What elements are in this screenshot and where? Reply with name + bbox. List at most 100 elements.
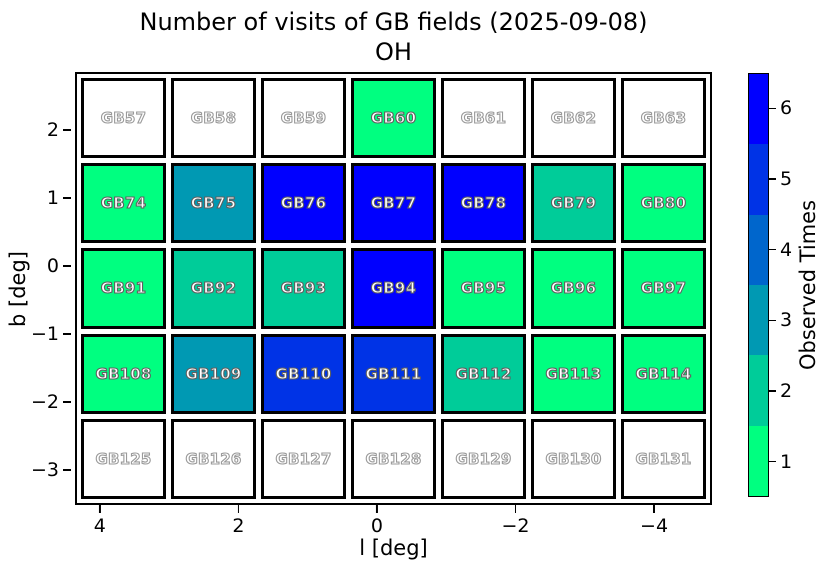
colorbar-tick: 6 — [769, 97, 792, 119]
field-label: GB77 — [370, 194, 417, 213]
tick-mark — [376, 505, 378, 513]
grid-cell-gb76: GB76 — [261, 163, 346, 244]
grid-cell-gb63: GB63 — [621, 78, 706, 159]
y-tick: −3 — [31, 459, 71, 481]
grid-cell-gb128: GB128 — [351, 418, 436, 499]
x-tick: 2 — [232, 505, 244, 537]
colorbar-tick: 2 — [769, 380, 792, 402]
field-label: GB125 — [95, 449, 152, 468]
tick-mark — [514, 505, 517, 513]
field-label: GB78 — [460, 194, 507, 213]
y-tick-label: 2 — [46, 119, 59, 142]
y-tick-label: −1 — [30, 322, 59, 345]
grid-cell-gb77: GB77 — [351, 163, 436, 244]
field-label: GB79 — [550, 194, 597, 213]
y-tick-label: −2 — [30, 390, 59, 413]
colorbar-tick: 5 — [769, 168, 792, 190]
grid-cell-gb79: GB79 — [531, 163, 616, 244]
field-label: GB75 — [190, 194, 237, 213]
grid-cell-gb113: GB113 — [531, 333, 616, 414]
x-tick: 0 — [371, 505, 383, 537]
y-tick-label: 1 — [46, 187, 59, 209]
field-label: GB58 — [190, 109, 237, 128]
colorbar-tick-label: 6 — [780, 97, 793, 120]
grid-cell-gb93: GB93 — [261, 248, 346, 329]
tick-mark — [63, 197, 71, 199]
field-label: GB80 — [640, 194, 687, 213]
field-label: GB112 — [455, 364, 512, 383]
field-label: GB62 — [550, 109, 597, 128]
x-tick: 4 — [94, 505, 106, 537]
grid-cell-gb125: GB125 — [81, 418, 166, 499]
y-axis-label: b [deg] — [6, 251, 30, 327]
field-label: GB126 — [185, 449, 242, 468]
grid-cell-gb75: GB75 — [171, 163, 256, 244]
field-label: GB76 — [280, 194, 327, 213]
tick-mark — [63, 265, 71, 267]
tick-mark — [769, 107, 776, 110]
y-tick-label: 0 — [46, 254, 59, 277]
colorbar-tick: 1 — [769, 451, 792, 473]
tick-mark — [769, 460, 776, 463]
grid-cell-gb110: GB110 — [261, 333, 346, 414]
tick-mark — [63, 333, 71, 335]
tick-mark — [769, 248, 776, 251]
field-label: GB93 — [280, 279, 327, 298]
x-tick-label: −2 — [501, 515, 530, 537]
grid-cell-gb114: GB114 — [621, 333, 706, 414]
tick-mark — [63, 401, 71, 403]
field-label: GB92 — [190, 279, 237, 298]
colorbar-segment-2 — [749, 355, 768, 426]
tick-mark — [63, 129, 71, 131]
colorbar-segment-4 — [749, 214, 768, 285]
grid-cell-gb109: GB109 — [171, 333, 256, 414]
tick-mark — [769, 178, 776, 180]
field-label: GB57 — [100, 109, 147, 128]
field-label: GB109 — [185, 364, 242, 383]
grid-cell-gb60: GB60 — [351, 78, 436, 159]
x-tick-label: 0 — [370, 515, 383, 537]
field-grid: GB57 GB58 GB59 GB60 GB61 GB62 GB63 GB74 GB75 GB76… — [77, 74, 710, 503]
grid-cell-gb130: GB130 — [531, 418, 616, 499]
grid-cell-gb131: GB131 — [621, 418, 706, 499]
field-label: GB114 — [635, 364, 692, 383]
field-label: GB63 — [640, 109, 687, 128]
x-tick-label: 4 — [93, 515, 106, 537]
grid-cell-gb94: GB94 — [351, 248, 436, 329]
grid-cell-gb74: GB74 — [81, 163, 166, 244]
field-label: GB128 — [365, 449, 422, 468]
grid-cell-gb127: GB127 — [261, 418, 346, 499]
grid-cell-gb59: GB59 — [261, 78, 346, 159]
x-axis-label: l [deg] — [359, 536, 428, 560]
colorbar-label: Observed Times — [796, 199, 820, 371]
tick-mark — [769, 319, 776, 322]
field-label: GB59 — [280, 109, 327, 128]
grid-cell-gb57: GB57 — [81, 78, 166, 159]
tick-mark — [769, 390, 776, 392]
tick-mark — [63, 469, 71, 471]
x-tick-label: −4 — [640, 515, 669, 537]
y-tick: −2 — [31, 391, 71, 413]
tick-mark — [237, 505, 240, 513]
field-label: GB74 — [100, 194, 147, 213]
grid-cell-gb62: GB62 — [531, 78, 616, 159]
grid-cell-gb129: GB129 — [441, 418, 526, 499]
colorbar-tick-label: 5 — [780, 168, 793, 190]
y-tick: 2 — [47, 119, 71, 141]
grid-cell-gb126: GB126 — [171, 418, 256, 499]
colorbar — [748, 73, 769, 497]
grid-cell-gb80: GB80 — [621, 163, 706, 244]
colorbar-tick-label: 1 — [780, 450, 793, 473]
field-label: GB96 — [550, 279, 597, 298]
field-label: GB61 — [460, 109, 507, 128]
field-label: GB127 — [275, 449, 332, 468]
grid-cell-gb78: GB78 — [441, 163, 526, 244]
colorbar-segment-5 — [749, 144, 768, 215]
grid-cell-gb108: GB108 — [81, 333, 166, 414]
field-label: GB108 — [95, 364, 152, 383]
field-label: GB111 — [365, 364, 422, 383]
grid-cell-gb96: GB96 — [531, 248, 616, 329]
chart-title: Number of visits of GB fields (2025-09-0… — [139, 8, 648, 36]
x-tick-label: 2 — [232, 515, 245, 537]
